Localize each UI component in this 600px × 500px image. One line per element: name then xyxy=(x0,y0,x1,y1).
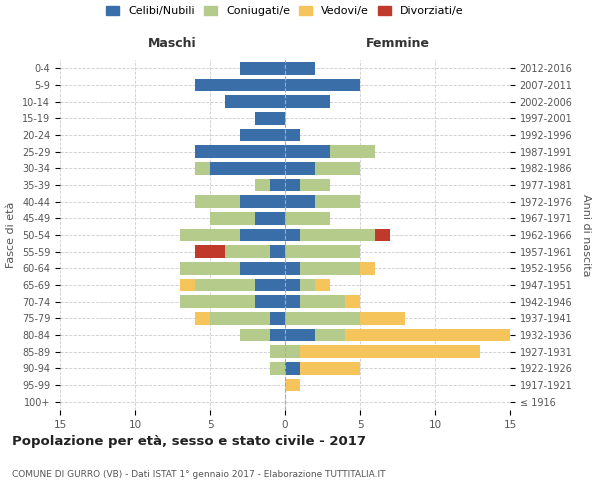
Bar xyxy=(285,262,300,274)
Bar xyxy=(255,179,270,192)
Text: Femmine: Femmine xyxy=(365,37,430,50)
Bar xyxy=(270,362,285,374)
Bar xyxy=(285,279,300,291)
Bar xyxy=(285,246,360,258)
Bar xyxy=(210,312,270,324)
Text: Popolazione per età, sesso e stato civile - 2017: Popolazione per età, sesso e stato civil… xyxy=(12,435,366,448)
Bar xyxy=(180,229,240,241)
Bar xyxy=(180,296,255,308)
Bar xyxy=(300,279,315,291)
Bar xyxy=(255,279,285,291)
Bar xyxy=(285,129,300,141)
Legend: Celibi/Nubili, Coniugati/e, Vedovi/e, Divorziati/e: Celibi/Nubili, Coniugati/e, Vedovi/e, Di… xyxy=(103,2,467,20)
Bar xyxy=(285,79,360,92)
Bar xyxy=(375,229,390,241)
Bar xyxy=(285,146,330,158)
Bar xyxy=(300,362,360,374)
Bar xyxy=(300,346,480,358)
Bar xyxy=(285,379,300,391)
Bar xyxy=(180,279,195,291)
Bar xyxy=(300,229,375,241)
Bar xyxy=(315,162,360,174)
Bar xyxy=(285,162,315,174)
Bar xyxy=(330,146,375,158)
Bar xyxy=(180,262,240,274)
Bar xyxy=(195,146,285,158)
Bar xyxy=(270,179,285,192)
Bar xyxy=(270,312,285,324)
Bar xyxy=(285,346,300,358)
Bar xyxy=(210,212,255,224)
Bar xyxy=(285,296,300,308)
Bar xyxy=(285,312,360,324)
Bar xyxy=(270,246,285,258)
Bar xyxy=(300,262,360,274)
Bar xyxy=(315,329,345,341)
Bar xyxy=(225,246,270,258)
Bar xyxy=(285,229,300,241)
Bar xyxy=(285,179,300,192)
Bar xyxy=(240,229,285,241)
Bar xyxy=(255,296,285,308)
Bar xyxy=(315,196,360,208)
Bar xyxy=(195,279,255,291)
Bar xyxy=(345,329,510,341)
Bar xyxy=(360,312,405,324)
Bar xyxy=(300,179,330,192)
Bar xyxy=(240,129,285,141)
Bar xyxy=(285,96,330,108)
Bar xyxy=(195,312,210,324)
Bar xyxy=(240,329,270,341)
Bar xyxy=(300,296,345,308)
Y-axis label: Anni di nascita: Anni di nascita xyxy=(581,194,591,276)
Bar xyxy=(360,262,375,274)
Bar xyxy=(285,212,330,224)
Bar xyxy=(225,96,285,108)
Bar xyxy=(315,279,330,291)
Bar xyxy=(240,62,285,74)
Bar xyxy=(255,212,285,224)
Bar xyxy=(210,162,285,174)
Bar xyxy=(195,246,225,258)
Bar xyxy=(195,162,210,174)
Text: COMUNE DI GURRO (VB) - Dati ISTAT 1° gennaio 2017 - Elaborazione TUTTITALIA.IT: COMUNE DI GURRO (VB) - Dati ISTAT 1° gen… xyxy=(12,470,386,479)
Bar xyxy=(270,329,285,341)
Bar xyxy=(240,196,285,208)
Y-axis label: Fasce di età: Fasce di età xyxy=(7,202,16,268)
Text: Maschi: Maschi xyxy=(148,37,197,50)
Bar xyxy=(195,196,240,208)
Bar xyxy=(285,362,300,374)
Bar xyxy=(270,346,285,358)
Bar xyxy=(285,196,315,208)
Bar xyxy=(255,112,285,124)
Bar xyxy=(285,62,315,74)
Bar xyxy=(240,262,285,274)
Bar xyxy=(285,329,315,341)
Bar xyxy=(195,79,285,92)
Bar xyxy=(345,296,360,308)
